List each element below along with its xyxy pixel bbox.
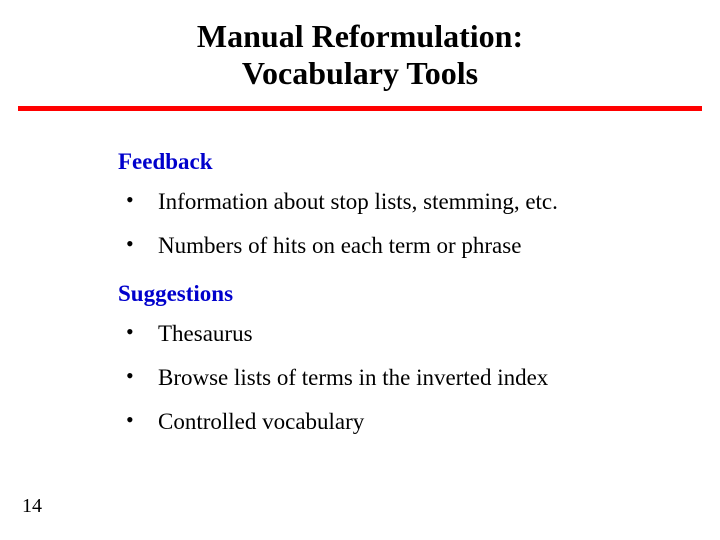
title-line-2: Vocabulary Tools — [242, 55, 478, 91]
list-item: Thesaurus — [118, 321, 680, 347]
list-item: Information about stop lists, stemming, … — [118, 189, 680, 215]
title-line-1: Manual Reformulation: — [197, 18, 523, 54]
slide: Manual Reformulation: Vocabulary Tools F… — [0, 0, 720, 540]
bullet-list-feedback: Information about stop lists, stemming, … — [118, 189, 680, 259]
list-item: Numbers of hits on each term or phrase — [118, 233, 680, 259]
slide-title: Manual Reformulation: Vocabulary Tools — [0, 0, 720, 92]
list-item: Controlled vocabulary — [118, 409, 680, 435]
list-item: Browse lists of terms in the inverted in… — [118, 365, 680, 391]
page-number: 14 — [22, 495, 42, 518]
section-heading-suggestions: Suggestions — [118, 281, 680, 307]
bullet-list-suggestions: Thesaurus Browse lists of terms in the i… — [118, 321, 680, 435]
content-area: Feedback Information about stop lists, s… — [0, 111, 720, 435]
section-heading-feedback: Feedback — [118, 149, 680, 175]
